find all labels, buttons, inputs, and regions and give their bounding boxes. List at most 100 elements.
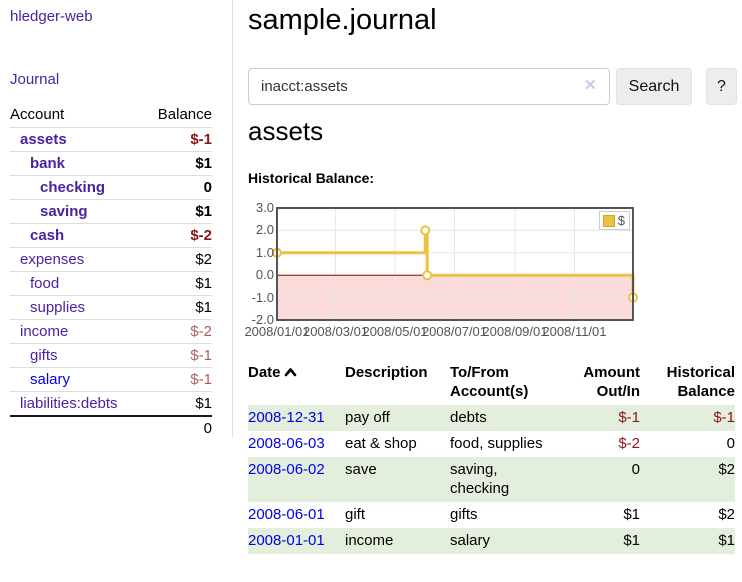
account-link[interactable]: supplies xyxy=(30,299,86,316)
register-row: 2008-06-01 gift gifts $1 $2 xyxy=(248,502,735,528)
account-balance: $-2 xyxy=(144,223,212,248)
x-tick-label: 2008/03/01 xyxy=(302,324,369,339)
search-bar: ✕ Search ? xyxy=(248,68,742,105)
account-link[interactable]: assets xyxy=(20,131,67,148)
sidebar: hledger-web Journal Account Balance asse… xyxy=(0,0,233,440)
account-balance: $2 xyxy=(144,247,212,272)
transaction-description: save xyxy=(345,461,377,478)
account-link[interactable]: bank xyxy=(30,155,66,172)
accounts-col-balance: Balance xyxy=(157,106,212,123)
search-button[interactable]: Search xyxy=(616,68,692,105)
transaction-balance: $2 xyxy=(718,461,735,478)
y-tick-label: -2.0 xyxy=(251,312,274,327)
accounts-table-header: Account Balance xyxy=(10,103,212,128)
y-tick-label: 3.0 xyxy=(255,200,274,215)
sort-ascending-icon xyxy=(284,368,296,377)
account-link[interactable]: salary xyxy=(30,371,71,388)
data-point-marker xyxy=(420,225,431,236)
app-title[interactable]: hledger-web xyxy=(10,8,93,25)
transaction-balance: $1 xyxy=(718,532,735,549)
help-button[interactable]: ? xyxy=(706,68,737,105)
register-col-date[interactable]: Date xyxy=(248,360,345,405)
transaction-accounts: gifts xyxy=(450,506,478,523)
account-row: checking 0 xyxy=(10,175,212,200)
account-link[interactable]: income xyxy=(20,323,69,340)
chart-canvas xyxy=(272,207,638,321)
search-input[interactable] xyxy=(248,68,610,105)
transaction-date-link[interactable]: 2008-06-01 xyxy=(248,506,325,523)
register-row: 2008-06-03 eat & shop food, supplies $-2 0 xyxy=(248,431,735,457)
y-tick-label: 2.0 xyxy=(255,222,274,238)
account-balance: $1 xyxy=(144,271,212,296)
register-col-description: Description xyxy=(345,364,428,381)
accounts-total-row: 0 xyxy=(10,415,212,440)
page-title: sample.journal xyxy=(248,4,437,36)
transaction-balance: 0 xyxy=(726,435,735,452)
account-row: cash $-2 xyxy=(10,223,212,248)
x-tick-label: 2008/09/01 xyxy=(482,324,548,339)
account-balance: $-1 xyxy=(144,367,212,392)
account-row: gifts $-1 xyxy=(10,343,212,368)
x-tick-label: 2008/01/01 xyxy=(244,324,310,339)
accounts-table: Account Balance assets $-1 bank $1 checking 0… xyxy=(10,103,212,440)
main-content: sample.journal ✕ Search ? assets Histori… xyxy=(244,0,742,582)
register-table: Date Description To/From Account(s) Amou… xyxy=(248,360,735,554)
transaction-accounts: food, supplies xyxy=(450,435,543,452)
sidebar-item-journal[interactable]: Journal xyxy=(10,71,60,88)
transaction-amount: 0 xyxy=(631,461,640,478)
transaction-balance: $-1 xyxy=(713,409,735,426)
register-row: 2008-12-31 pay off debts $-1 $-1 xyxy=(248,405,735,431)
transaction-date-link[interactable]: 2008-01-01 xyxy=(248,532,325,549)
account-balance: $1 xyxy=(144,199,212,224)
y-tick-label: -1.0 xyxy=(251,289,274,305)
register-header-row: Date Description To/From Account(s) Amou… xyxy=(248,360,735,405)
account-balance: $-1 xyxy=(144,343,212,368)
y-tick-label: 1.0 xyxy=(255,244,274,260)
chart-title: Historical Balance: xyxy=(248,170,375,186)
account-row: saving $1 xyxy=(10,199,212,224)
transaction-date-link[interactable]: 2008-06-03 xyxy=(248,435,325,452)
chart-legend: $ xyxy=(598,211,630,230)
account-row: supplies $1 xyxy=(10,295,212,320)
transaction-description: income xyxy=(345,532,394,549)
transaction-description: pay off xyxy=(345,409,390,426)
account-balance: $1 xyxy=(144,151,212,176)
y-tick-label: 0.0 xyxy=(255,267,274,283)
register-col-accounts: To/From Account(s) xyxy=(450,364,529,400)
account-row: expenses $2 xyxy=(10,247,212,272)
account-row: salary $-1 xyxy=(10,367,212,392)
transaction-amount: $1 xyxy=(623,532,640,549)
transaction-accounts: debts xyxy=(450,409,487,426)
account-link[interactable]: cash xyxy=(30,227,65,244)
transaction-date-link[interactable]: 2008-12-31 xyxy=(248,409,325,426)
account-row: liabilities:debts $1 xyxy=(10,391,212,416)
accounts-col-account: Account xyxy=(10,106,65,123)
account-balance: $-2 xyxy=(144,319,212,344)
transaction-description: gift xyxy=(345,506,366,523)
account-balance: $-1 xyxy=(144,127,212,152)
account-balance: 0 xyxy=(144,175,212,200)
account-link[interactable]: food xyxy=(30,275,60,292)
x-tick-label: 2008/05/01 xyxy=(362,324,428,339)
accounts-total-value: 0 xyxy=(144,415,212,440)
account-row: income $-2 xyxy=(10,319,212,344)
legend-label: $ xyxy=(617,213,625,228)
account-link[interactable]: liabilities:debts xyxy=(20,395,118,412)
transaction-date-link[interactable]: 2008-06-02 xyxy=(248,461,325,478)
transaction-amount: $1 xyxy=(623,506,640,523)
account-row: bank $1 xyxy=(10,151,212,176)
account-balance: $1 xyxy=(144,295,212,320)
register-row: 2008-06-02 save saving, checking 0 $2 xyxy=(248,457,735,502)
accounts-total-spacer xyxy=(10,415,145,440)
clear-search-icon[interactable]: ✕ xyxy=(584,77,597,94)
account-link[interactable]: checking xyxy=(40,179,106,196)
account-link[interactable]: saving xyxy=(40,203,88,220)
transaction-amount: $-1 xyxy=(618,409,640,426)
account-link[interactable]: gifts xyxy=(30,347,58,364)
legend-swatch-icon xyxy=(602,214,615,227)
account-link[interactable]: expenses xyxy=(20,251,85,268)
register-col-amount: Amount Out/In xyxy=(583,364,640,400)
account-balance: $1 xyxy=(144,391,212,416)
register-col-balance: Historical Balance xyxy=(666,364,735,400)
transaction-amount: $-2 xyxy=(618,435,640,452)
